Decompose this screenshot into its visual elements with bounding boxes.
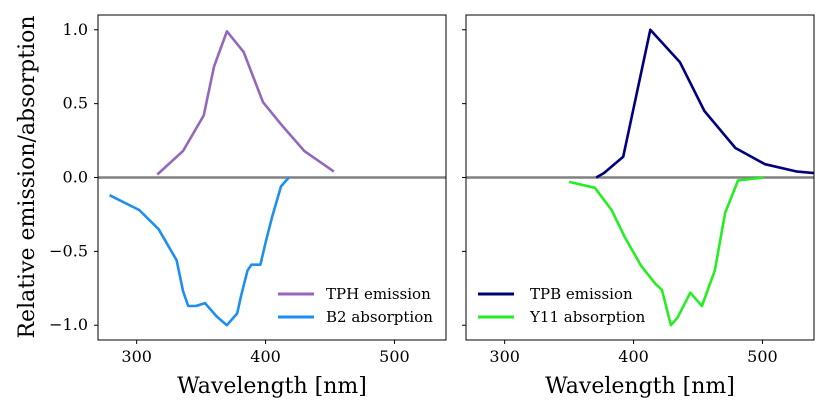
legend-label-y11-absorption: Y11 absorption [529,308,646,326]
right-x-tick-label: 300 [489,347,520,366]
right-ticks: 300 400 500 [462,29,778,366]
y-tick-label: −1.0 [49,315,88,334]
left-x-axis-label: Wavelength [nm] [177,374,367,399]
right-chart-marks [466,28,815,327]
y-axis-label: Relative emission/absorption [15,15,40,338]
series-line-b2-absorption [109,176,290,327]
left-legend: TPH emission B2 absorption [278,285,433,326]
series-line-tph-emission [156,29,335,176]
left-x-tick-label: 300 [121,347,152,366]
left-x-tick-label: 400 [250,347,281,366]
right-panel: 300 400 500 Wavelength [nm] TPB emission Y… [462,14,815,399]
right-x-tick-label: 500 [747,347,778,366]
right-x-tick-label: 400 [618,347,649,366]
y-tick-label: 1.0 [63,20,88,39]
left-chart-marks [98,29,446,327]
legend-label-tpb-emission: TPB emission [530,285,633,303]
series-line-y11-absorption [568,176,764,327]
left-x-tick-label: 500 [379,347,410,366]
right-legend: TPB emission Y11 absorption [478,285,646,326]
y-tick-label: 0.5 [63,94,88,113]
legend-label-b2-absorption: B2 absorption [326,308,433,326]
left-panel: 300 400 500 1.0 0.5 0.0 −0.5 −1.0 Wavelength [n… [15,14,447,399]
left-ticks: 300 400 500 1.0 0.5 0.0 −0.5 −1.0 [49,20,410,366]
series-line-tpb-emission [595,28,815,179]
y-tick-label: 0.0 [63,168,88,187]
right-x-axis-label: Wavelength [nm] [545,374,735,399]
y-tick-label: −0.5 [49,241,88,260]
legend-label-tph-emission: TPH emission [326,285,431,303]
